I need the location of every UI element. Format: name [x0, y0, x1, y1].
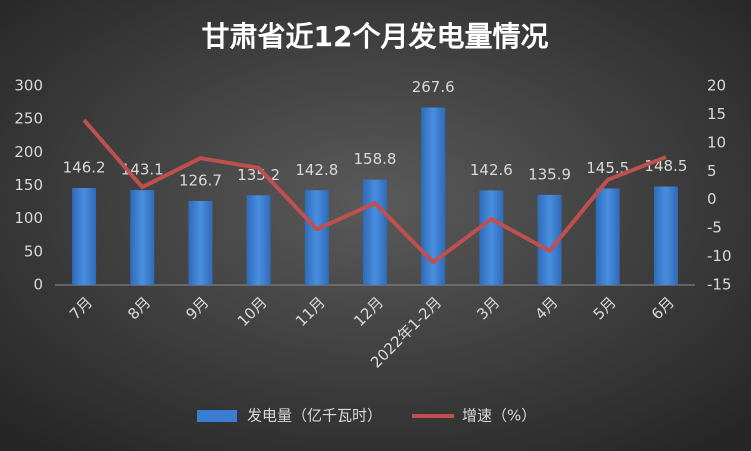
legend-label: 增速（%）: [462, 407, 536, 425]
value-label: 126.7: [179, 171, 222, 189]
bar: [188, 200, 213, 285]
y-tick-label: 0: [33, 276, 43, 294]
value-label: 135.9: [528, 165, 571, 183]
bar: [595, 188, 620, 285]
y2-tick-label: 0: [707, 190, 717, 208]
y2-tick-label: 5: [707, 162, 717, 180]
value-label: 146.2: [63, 159, 106, 177]
y2-tick-label: -5: [707, 219, 722, 237]
y2-tick-label: 10: [707, 133, 726, 151]
y-tick-label: 200: [14, 143, 43, 161]
y2-tick-label: 20: [707, 77, 726, 95]
value-label: 148.5: [644, 157, 687, 175]
y-tick-label: 300: [14, 77, 43, 95]
y-tick-label: 250: [14, 110, 43, 128]
value-label: 142.6: [470, 161, 513, 179]
legend-swatch: [197, 410, 237, 422]
bar: [72, 188, 97, 285]
bar: [653, 186, 678, 285]
y-tick-label: 50: [24, 242, 43, 260]
chart-title: 甘肃省近12个月发电量情况: [202, 20, 549, 53]
bar: [246, 195, 271, 285]
bar: [479, 190, 504, 285]
y-tick-label: 150: [14, 176, 43, 194]
value-label: 145.5: [586, 159, 629, 177]
line: [82, 118, 667, 265]
value-label: 158.8: [354, 150, 397, 168]
y2-tick-label: -15: [707, 276, 732, 294]
bar: [304, 190, 329, 285]
legend-label: 发电量（亿千瓦时）: [247, 407, 382, 425]
value-label: 142.8: [295, 161, 338, 179]
bar: [363, 179, 387, 285]
value-label: 267.6: [412, 78, 455, 96]
bar: [130, 190, 155, 285]
y2-tick-label: 15: [707, 105, 726, 123]
y-tick-label: 100: [14, 209, 43, 227]
y2-tick-label: -10: [707, 247, 732, 265]
